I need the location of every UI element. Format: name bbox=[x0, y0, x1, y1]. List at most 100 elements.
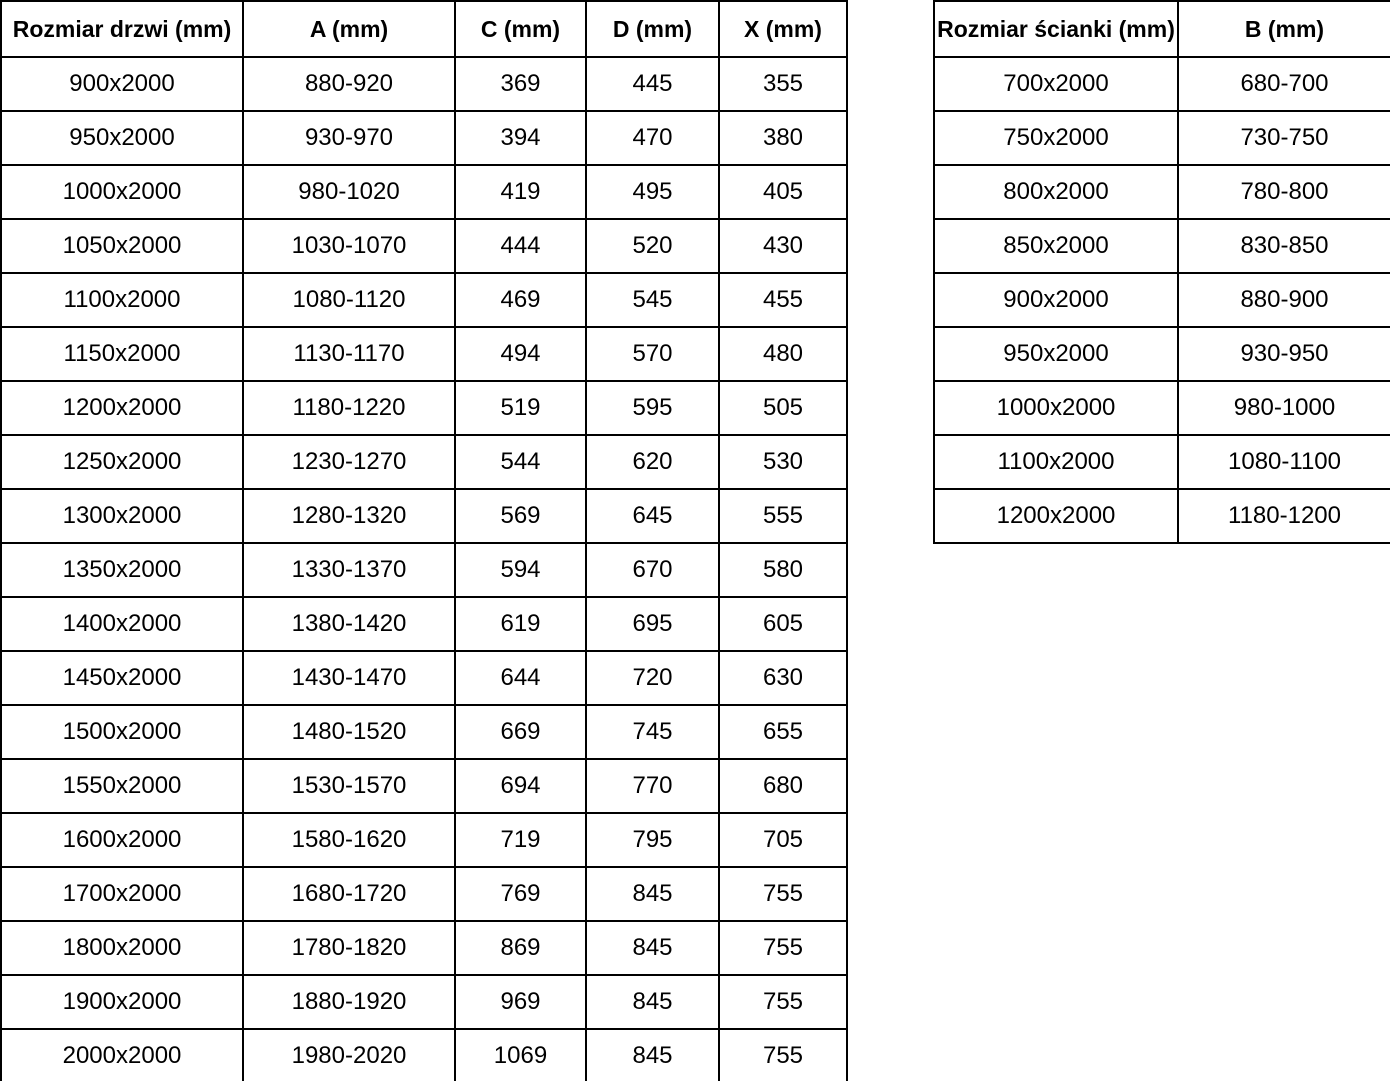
table-cell: 745 bbox=[585, 704, 720, 760]
table-cell: 694 bbox=[454, 758, 587, 814]
table-cell: 1100x2000 bbox=[933, 434, 1179, 490]
column-header: C (mm) bbox=[454, 0, 587, 58]
table-cell: 900x2000 bbox=[0, 56, 244, 112]
table-row: 1100x2000 1080-1120 469 545 455 bbox=[0, 272, 848, 328]
table-cell: 1880-1920 bbox=[242, 974, 456, 1030]
table-row: 1900x2000 1880-1920 969 845 755 bbox=[0, 974, 848, 1030]
table-cell: 880-900 bbox=[1177, 272, 1390, 328]
table-row: 900x2000 880-900 bbox=[933, 272, 1390, 328]
table-cell: 569 bbox=[454, 488, 587, 544]
header-row: Rozmiar ścianki (mm) B (mm) bbox=[933, 0, 1390, 58]
table-cell: 469 bbox=[454, 272, 587, 328]
table-cell: 1200x2000 bbox=[933, 488, 1179, 544]
table-cell: 850x2000 bbox=[933, 218, 1179, 274]
table-cell: 1900x2000 bbox=[0, 974, 244, 1030]
table-cell: 605 bbox=[718, 596, 848, 652]
table-cell: 930-950 bbox=[1177, 326, 1390, 382]
table-cell: 369 bbox=[454, 56, 587, 112]
table-cell: 900x2000 bbox=[933, 272, 1179, 328]
table-cell: 705 bbox=[718, 812, 848, 868]
table-cell: 869 bbox=[454, 920, 587, 976]
table-cell: 695 bbox=[585, 596, 720, 652]
table-row: 1550x2000 1530-1570 694 770 680 bbox=[0, 758, 848, 814]
table-cell: 845 bbox=[585, 866, 720, 922]
table-cell: 980-1000 bbox=[1177, 380, 1390, 436]
table-cell: 845 bbox=[585, 974, 720, 1030]
table-cell: 644 bbox=[454, 650, 587, 706]
table-cell: 1300x2000 bbox=[0, 488, 244, 544]
column-header: D (mm) bbox=[585, 0, 720, 58]
table-cell: 394 bbox=[454, 110, 587, 166]
table-cell: 1800x2000 bbox=[0, 920, 244, 976]
table-row: 1000x2000 980-1020 419 495 405 bbox=[0, 164, 848, 220]
table-cell: 700x2000 bbox=[933, 56, 1179, 112]
table-cell: 1150x2000 bbox=[0, 326, 244, 382]
table-cell: 544 bbox=[454, 434, 587, 490]
wall-dimensions-table: Rozmiar ścianki (mm) B (mm) 700x2000 680-7… bbox=[933, 0, 1390, 544]
table-row: 1350x2000 1330-1370 594 670 580 bbox=[0, 542, 848, 598]
table-cell: 780-800 bbox=[1177, 164, 1390, 220]
table-cell: 1280-1320 bbox=[242, 488, 456, 544]
table-row: 1700x2000 1680-1720 769 845 755 bbox=[0, 866, 848, 922]
table-cell: 969 bbox=[454, 974, 587, 1030]
table-cell: 594 bbox=[454, 542, 587, 598]
table-cell: 1700x2000 bbox=[0, 866, 244, 922]
table-cell: 880-920 bbox=[242, 56, 456, 112]
table-row: 1050x2000 1030-1070 444 520 430 bbox=[0, 218, 848, 274]
table-cell: 1400x2000 bbox=[0, 596, 244, 652]
table-cell: 455 bbox=[718, 272, 848, 328]
table-row: 1200x2000 1180-1200 bbox=[933, 488, 1390, 544]
table-cell: 630 bbox=[718, 650, 848, 706]
table-cell: 750x2000 bbox=[933, 110, 1179, 166]
table-cell: 595 bbox=[585, 380, 720, 436]
table-cell: 580 bbox=[718, 542, 848, 598]
table-cell: 555 bbox=[718, 488, 848, 544]
table-cell: 494 bbox=[454, 326, 587, 382]
table-cell: 645 bbox=[585, 488, 720, 544]
table-cell: 1500x2000 bbox=[0, 704, 244, 760]
table-cell: 755 bbox=[718, 866, 848, 922]
table-cell: 980-1020 bbox=[242, 164, 456, 220]
table-row: 1450x2000 1430-1470 644 720 630 bbox=[0, 650, 848, 706]
table-cell: 405 bbox=[718, 164, 848, 220]
table-cell: 770 bbox=[585, 758, 720, 814]
table-cell: 680 bbox=[718, 758, 848, 814]
table-cell: 1330-1370 bbox=[242, 542, 456, 598]
table-cell: 1230-1270 bbox=[242, 434, 456, 490]
table-cell: 950x2000 bbox=[0, 110, 244, 166]
table-cell: 1600x2000 bbox=[0, 812, 244, 868]
table-body: 900x2000 880-920 369 445 355 950x2000 930-970 3… bbox=[0, 56, 848, 1081]
table-row: 900x2000 880-920 369 445 355 bbox=[0, 56, 848, 112]
table-row: 1000x2000 980-1000 bbox=[933, 380, 1390, 436]
table-row: 1500x2000 1480-1520 669 745 655 bbox=[0, 704, 848, 760]
table-cell: 1100x2000 bbox=[0, 272, 244, 328]
table-cell: 530 bbox=[718, 434, 848, 490]
column-header: Rozmiar ścianki (mm) bbox=[933, 0, 1179, 58]
table-cell: 655 bbox=[718, 704, 848, 760]
table-cell: 430 bbox=[718, 218, 848, 274]
table-cell: 1000x2000 bbox=[933, 380, 1179, 436]
table-cell: 1069 bbox=[454, 1028, 587, 1081]
table-row: 1400x2000 1380-1420 619 695 605 bbox=[0, 596, 848, 652]
column-header: B (mm) bbox=[1177, 0, 1390, 58]
table-cell: 445 bbox=[585, 56, 720, 112]
table-cell: 1480-1520 bbox=[242, 704, 456, 760]
table-cell: 830-850 bbox=[1177, 218, 1390, 274]
table-cell: 1200x2000 bbox=[0, 380, 244, 436]
table-cell: 1680-1720 bbox=[242, 866, 456, 922]
table-cell: 930-970 bbox=[242, 110, 456, 166]
table-cell: 1250x2000 bbox=[0, 434, 244, 490]
table-cell: 495 bbox=[585, 164, 720, 220]
table-cell: 1350x2000 bbox=[0, 542, 244, 598]
table-cell: 1130-1170 bbox=[242, 326, 456, 382]
table-cell: 619 bbox=[454, 596, 587, 652]
column-header: X (mm) bbox=[718, 0, 848, 58]
table-cell: 1450x2000 bbox=[0, 650, 244, 706]
table-cell: 845 bbox=[585, 1028, 720, 1081]
table-row: 1200x2000 1180-1220 519 595 505 bbox=[0, 380, 848, 436]
table-cell: 1180-1200 bbox=[1177, 488, 1390, 544]
table-row: 700x2000 680-700 bbox=[933, 56, 1390, 112]
table-cell: 444 bbox=[454, 218, 587, 274]
table-cell: 669 bbox=[454, 704, 587, 760]
table-cell: 519 bbox=[454, 380, 587, 436]
